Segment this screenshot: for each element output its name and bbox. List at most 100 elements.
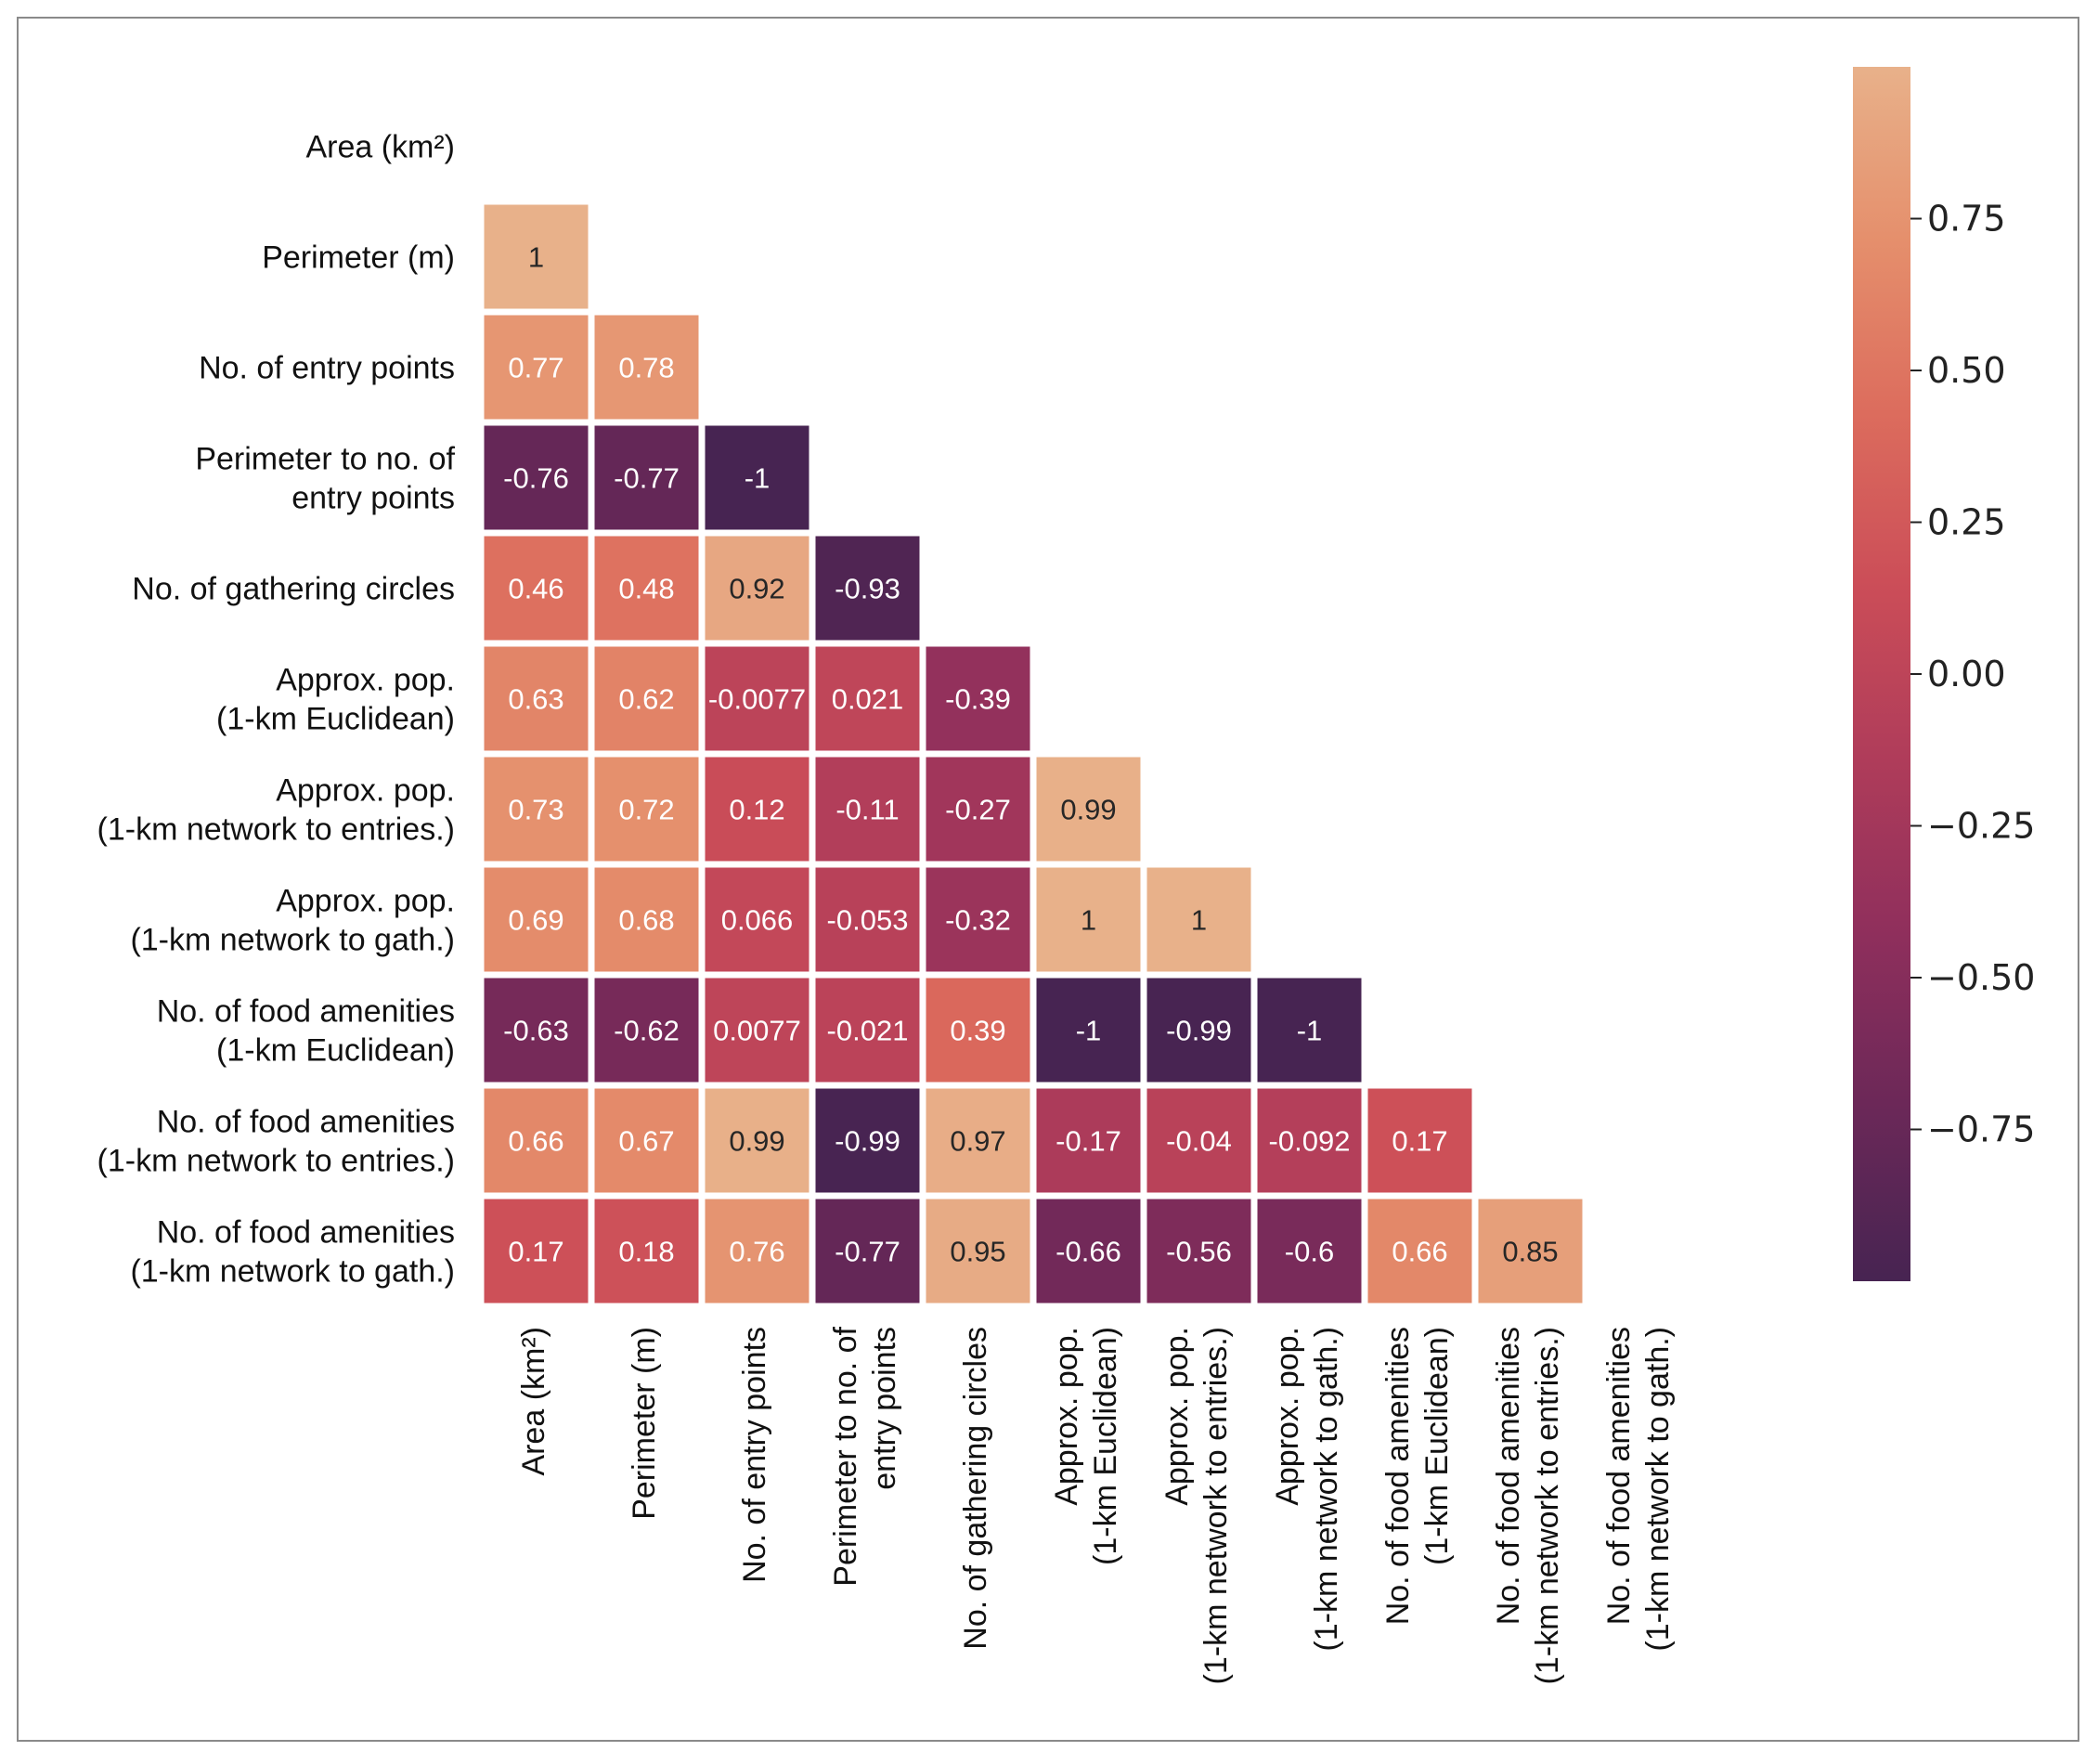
correlation-heatmap: 1 0.77 0.78 -0.76 -0.77 -1 0.46 0.48 0.92 -0.93 0.… [97, 67, 2035, 1684]
cell-value-label: -0.17 [1055, 1125, 1121, 1158]
cell-value-label: 0.76 [729, 1236, 784, 1268]
colorbar-tick-label: −0.75 [1927, 1109, 2035, 1150]
cell-value-label: 0.92 [729, 573, 784, 605]
heatmap-cell [594, 536, 699, 641]
heatmap-cell [594, 1199, 699, 1304]
heatmap-cell [815, 1088, 920, 1193]
cell-value-label: 0.67 [618, 1125, 674, 1158]
heatmap-cell [705, 757, 809, 862]
heatmap-cell [926, 1199, 1030, 1304]
heatmap-cell [484, 315, 589, 420]
cell-value-label: 0.0077 [713, 1015, 801, 1047]
cell-value-label: 0.73 [508, 794, 563, 826]
heatmap-cell [594, 425, 699, 530]
cell-value-label: -0.092 [1269, 1125, 1351, 1158]
cell-value-label: 0.17 [1392, 1125, 1447, 1158]
cell-value-label: 1 [1081, 904, 1096, 937]
cell-value-label: 0.021 [832, 683, 904, 716]
heatmap-cell [484, 425, 589, 530]
cell-value-label: -0.04 [1166, 1125, 1232, 1158]
heatmap-cell [1146, 978, 1251, 1083]
cell-value-label: -0.56 [1166, 1236, 1232, 1268]
heatmap-cell [484, 646, 589, 751]
heatmap-cell [484, 1199, 589, 1304]
heatmap-cell [594, 315, 699, 420]
column-tick-label: No. of entry points [737, 1327, 772, 1583]
colorbar-tick-label: 0.75 [1927, 199, 2006, 240]
cell-value-label: 0.48 [618, 573, 674, 605]
column-tick-label: Perimeter (m) [627, 1327, 662, 1520]
column-tick-label: Area (km²) [516, 1327, 551, 1476]
cell-value-label: 0.12 [729, 794, 784, 826]
row-tick-label: Perimeter (m) [262, 240, 455, 276]
row-tick-label: No. of food amenities (1-km Euclidean) [157, 994, 455, 1069]
cell-value-label: -0.021 [827, 1015, 909, 1047]
heatmap-cell [705, 646, 809, 751]
row-labels: Area (km²) Perimeter (m) No. of entry poin… [97, 130, 456, 1290]
column-tick-label: No. of gathering circles [958, 1327, 993, 1650]
heatmap-cell [1478, 1199, 1583, 1304]
cell-value-label: -0.11 [835, 794, 899, 826]
cell-value-label: -1 [1076, 1015, 1102, 1047]
row-tick-label: Approx. pop. (1-km Euclidean) [216, 663, 455, 737]
row-tick-label: Approx. pop. (1-km network to gath.) [130, 884, 455, 958]
cell-value-label: 0.77 [508, 352, 563, 384]
heatmap-cell [1367, 1199, 1472, 1304]
cell-value-label: -0.93 [835, 573, 900, 605]
column-tick-label: No. of food amenities (1-km Euclidean) [1380, 1327, 1455, 1625]
row-tick-label: Area (km²) [305, 130, 455, 165]
cell-value-label: 0.68 [618, 904, 674, 937]
heatmap-cell [926, 646, 1030, 751]
colorbar-tick-label: 0.25 [1927, 502, 2006, 543]
cell-value-label: -0.32 [945, 904, 1011, 937]
cell-value-label: 0.99 [1060, 794, 1116, 826]
heatmap-cell [815, 978, 920, 1083]
heatmap-cell [1036, 1199, 1141, 1304]
heatmap-cell [705, 978, 809, 1083]
cell-value-label: -0.77 [614, 462, 680, 495]
cell-value-label: 0.66 [508, 1125, 563, 1158]
column-tick-label: Approx. pop. (1-km Euclidean) [1049, 1327, 1123, 1565]
row-tick-label: No. of food amenities (1-km network to ga… [130, 1215, 455, 1290]
heatmap-cell [1257, 978, 1362, 1083]
cell-value-label: -0.053 [827, 904, 909, 937]
cell-value-label: -0.99 [1166, 1015, 1232, 1047]
cell-value-label: -1 [745, 462, 771, 495]
heatmap-cell [1036, 757, 1141, 862]
cell-value-label: 0.78 [618, 352, 674, 384]
cell-value-label: 0.39 [950, 1015, 1005, 1047]
cell-value-label: -1 [1297, 1015, 1323, 1047]
cell-value-label: 0.46 [508, 573, 563, 605]
row-tick-label: Approx. pop. (1-km network to entries.) [97, 773, 455, 848]
cell-value-label: 1 [528, 241, 544, 274]
heatmap-cell [1036, 978, 1141, 1083]
heatmap-cell [594, 646, 699, 751]
cell-value-label: 0.99 [729, 1125, 784, 1158]
colorbar: 0.75 0.50 0.25 0.00 −0.25 −0.50 −0.75 [1853, 67, 2035, 1281]
cell-value-label: -0.99 [835, 1125, 900, 1158]
cell-value-label: 0.97 [950, 1125, 1005, 1158]
column-tick-label: No. of food amenities (1-km network to en… [1491, 1327, 1565, 1684]
heatmap-cell [1367, 1088, 1472, 1193]
heatmap-cell [484, 867, 589, 972]
colorbar-tick-label: 0.00 [1927, 654, 2006, 694]
cell-value-label: -0.76 [503, 462, 569, 495]
heatmap-cell [926, 867, 1030, 972]
heatmap-cell [594, 757, 699, 862]
row-tick-label: No. of entry points [199, 351, 455, 386]
cell-value-label: 0.69 [508, 904, 563, 937]
cell-value-label: -0.6 [1285, 1236, 1334, 1268]
heatmap-cell [705, 536, 809, 641]
heatmap-cell [815, 757, 920, 862]
cell-value-label: 0.18 [618, 1236, 674, 1268]
cell-value-label: 0.66 [1392, 1236, 1447, 1268]
heatmap-cell [815, 867, 920, 972]
colorbar-tick-label: −0.25 [1927, 806, 2035, 847]
heatmap-cell [1257, 1199, 1362, 1304]
cell-value-label: 0.63 [508, 683, 563, 716]
heatmap-cell [484, 757, 589, 862]
heatmap-cell [815, 1199, 920, 1304]
cell-value-label: 0.95 [950, 1236, 1005, 1268]
cell-value-label: 0.17 [508, 1236, 563, 1268]
heatmap-cell [1146, 867, 1251, 972]
